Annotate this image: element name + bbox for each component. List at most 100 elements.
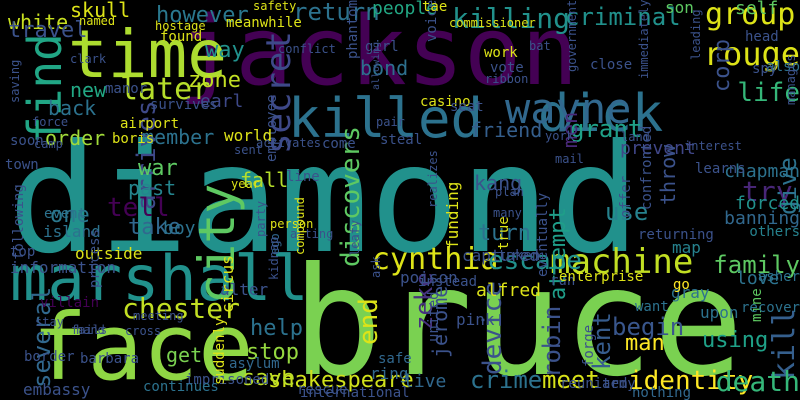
word-fails: fails: [71, 323, 108, 337]
word-also: also: [766, 59, 800, 75]
word-jackson: jackson: [178, 0, 579, 107]
word-member: member: [142, 125, 215, 149]
word-asher: asher: [757, 269, 800, 285]
word-casino: casino: [420, 94, 471, 110]
word-boy: boy: [163, 218, 196, 239]
word-plan: plan: [495, 185, 524, 199]
word-take: take: [128, 215, 181, 240]
word-alfred: alfred: [476, 280, 542, 301]
word-save: save: [242, 366, 295, 391]
word-shakespeare: shakespeare: [268, 368, 414, 393]
word-come: come: [322, 136, 356, 152]
word-chester: chester: [122, 292, 241, 325]
word-line: line: [286, 169, 320, 185]
word-go: go: [673, 277, 690, 293]
word-meeting: meeting: [133, 309, 184, 323]
word-turn: turn: [478, 221, 531, 246]
word-returning: returning: [638, 227, 714, 243]
word-circus: circus: [218, 255, 237, 313]
word-activates: activates: [256, 136, 322, 150]
word-gray: gray: [671, 283, 710, 302]
word-cross: cross: [125, 324, 162, 338]
word-face: face: [32, 294, 254, 400]
word-order: order: [45, 126, 106, 150]
word-many: many: [493, 206, 522, 220]
word-life: life: [737, 78, 800, 108]
word-spy: spy: [752, 61, 778, 77]
word-compound: compound: [293, 197, 307, 255]
word-safety: safety: [253, 0, 297, 13]
word-close: close: [590, 57, 633, 73]
word-upon: upon: [700, 303, 739, 322]
word-kang: kang: [474, 171, 523, 195]
word-villain: villain: [40, 295, 100, 311]
word-barbara: barbara: [80, 351, 140, 367]
word-end: end: [354, 298, 384, 345]
word-manages: manages: [784, 54, 798, 105]
word-reunited: reunited: [560, 376, 628, 392]
word-cynthia: cynthia: [372, 242, 499, 277]
word-information: information: [10, 258, 116, 277]
word-poison: poison: [400, 268, 458, 287]
word-army: army: [602, 376, 636, 392]
word-asylum: asylum: [229, 356, 280, 372]
word-pink: pink: [456, 310, 495, 329]
word-prevent: prevent: [620, 138, 696, 159]
word-family: family: [713, 251, 800, 279]
word-map: map: [672, 238, 701, 257]
word-girl: girl: [365, 39, 399, 55]
word-imprisoned: imprisoned: [185, 372, 270, 388]
word-leafy: leafy: [348, 219, 362, 256]
word-immediately: immediately: [637, 0, 651, 80]
word-ribbon: ribbon: [485, 72, 529, 86]
word-international: international: [300, 385, 410, 400]
word-past: past: [128, 176, 177, 200]
word-phantom: phantom: [345, 0, 361, 60]
word-back: back: [48, 96, 97, 120]
word-zone: zone: [188, 68, 241, 93]
word-self: self: [735, 0, 779, 19]
word-bruce: bruce: [292, 236, 744, 400]
word-throw: throw: [656, 144, 680, 205]
word-steal: steal: [380, 132, 423, 148]
word-time: time: [68, 16, 227, 93]
word-use: use: [605, 198, 649, 226]
word-people: people: [372, 0, 438, 19]
word-hand: hand: [76, 323, 105, 337]
word-taken: taken: [498, 248, 541, 264]
word-interest: interest: [684, 139, 742, 153]
word-get: get: [166, 343, 203, 367]
word-seat: seat: [450, 99, 484, 115]
word-meanwhile: meanwhile: [226, 15, 302, 31]
word-try: try: [742, 175, 793, 208]
word-others: others: [749, 224, 800, 240]
word-way: way: [205, 38, 245, 63]
word-pair: pair: [376, 115, 405, 129]
word-bat: bat: [529, 39, 551, 53]
word-forced: forced: [734, 193, 800, 214]
word-land: land: [621, 130, 650, 144]
word-conflict: conflict: [278, 42, 336, 56]
word-crime: crime: [470, 366, 543, 394]
word-offer: offer: [618, 175, 634, 218]
word-meet: meet: [542, 366, 600, 394]
word-boris: boris: [112, 131, 155, 147]
word-true: true: [496, 216, 512, 250]
word-survives: survives: [150, 97, 218, 113]
word-vote: vote: [490, 60, 524, 76]
word-clark: clark: [70, 52, 107, 66]
word-man: man: [625, 331, 665, 356]
word-fall: fall: [240, 168, 289, 192]
word-learns: learns: [695, 161, 746, 177]
word-travel: travel: [8, 18, 88, 43]
word-skull: skull: [70, 0, 131, 22]
word-eventually: eventually: [535, 192, 551, 277]
word-outside: outside: [75, 244, 143, 263]
word-saving: saving: [8, 59, 22, 103]
word-banning: banning: [724, 208, 800, 229]
word-corp: corp: [710, 39, 735, 92]
word-marshall: marshall: [10, 242, 309, 315]
word-rescue: rescue: [297, 382, 348, 398]
word-criminal: criminal: [565, 3, 681, 31]
